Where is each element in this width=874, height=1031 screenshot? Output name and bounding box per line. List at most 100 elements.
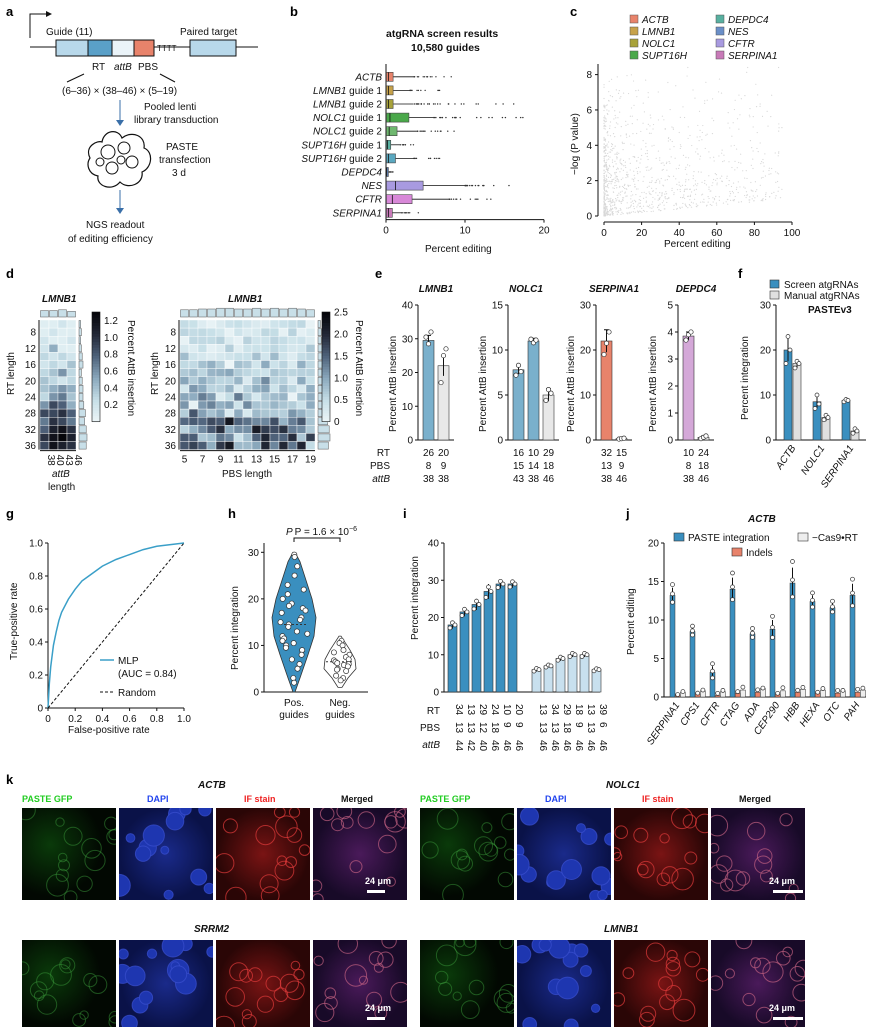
micrograph-texture <box>435 940 514 1019</box>
f-ytick-label: 30 <box>760 301 772 312</box>
b-category-label: NES <box>361 181 382 192</box>
c-point <box>648 132 651 134</box>
c-point <box>675 85 677 87</box>
e-ytick-label: 0 <box>407 436 413 447</box>
c-point <box>680 145 682 148</box>
cell-outline <box>460 1000 480 1019</box>
e-replicate-point <box>528 336 534 342</box>
c-point <box>603 207 605 210</box>
c-point <box>645 196 647 198</box>
colorbar-segment <box>92 314 100 319</box>
i-attb-value: 46 <box>513 740 524 752</box>
j-replicate-point <box>840 688 846 693</box>
c-point <box>611 179 613 181</box>
c-point <box>605 149 607 152</box>
c-point <box>778 151 780 153</box>
f-category-label: ACTB <box>774 443 799 472</box>
heatmap-cell <box>242 336 253 345</box>
panel-letter-j: j <box>625 506 630 521</box>
chart-j-ylabel: Percent editing <box>626 588 637 655</box>
j-replicate-point <box>810 590 815 596</box>
cell-outline <box>505 1002 514 1014</box>
b-box <box>386 126 398 136</box>
heatmap-cell <box>48 392 59 402</box>
c-point <box>604 140 607 142</box>
c-point <box>684 168 686 170</box>
j-bar <box>740 689 746 698</box>
cell-outline <box>179 808 192 816</box>
cell-outline <box>468 979 485 996</box>
heatmap-cell <box>278 336 289 345</box>
c-point <box>609 95 612 97</box>
b-category-label: ACTB <box>354 72 382 83</box>
c-point <box>676 208 678 210</box>
c-point <box>603 175 605 177</box>
j-bar <box>749 633 756 698</box>
j-bar <box>809 601 816 698</box>
c-point <box>657 91 659 93</box>
c-point <box>626 188 628 190</box>
heatmap-col-margin-bar <box>225 307 234 318</box>
b-gene-name: SERPINA1 <box>333 208 382 219</box>
heatmap-cell <box>233 344 244 353</box>
c-point <box>646 152 648 154</box>
c-point <box>708 186 710 188</box>
cell-outline <box>484 843 498 857</box>
heatmap-cell <box>287 417 298 426</box>
c-point <box>633 207 635 210</box>
c-point <box>642 205 645 207</box>
heatmap-cell <box>233 360 244 369</box>
c-point <box>637 180 639 182</box>
c-point <box>713 199 716 201</box>
heatmap-row-margin-bar <box>78 433 88 442</box>
b-outlier <box>412 144 415 146</box>
e-attb-value: 38 <box>528 474 540 485</box>
j-bar <box>689 631 696 698</box>
e-ytick-label: 20 <box>580 346 592 357</box>
b-outlier <box>438 89 440 92</box>
j-replicate-point <box>700 687 706 693</box>
cell-outline <box>520 808 539 826</box>
c-point <box>604 162 606 164</box>
cell-outline <box>239 968 254 983</box>
c-point <box>627 123 629 125</box>
cell-outline <box>450 850 471 870</box>
c-point <box>723 160 725 162</box>
heatmap-cell <box>287 441 298 450</box>
j-replicate-point <box>850 590 855 596</box>
c-point <box>616 187 618 189</box>
b-outlier <box>402 144 405 146</box>
c-point <box>624 161 626 163</box>
heatmap-cell <box>48 417 59 426</box>
colorbar-segment <box>322 383 330 387</box>
c-point <box>762 200 764 202</box>
cell-outline <box>161 940 185 958</box>
i-replicate-point <box>579 654 585 659</box>
heatmap-cell <box>215 384 226 394</box>
cell-outline <box>548 940 571 959</box>
c-point <box>762 198 764 200</box>
c-point <box>705 184 708 186</box>
c-point <box>605 171 607 173</box>
heatmap-cell <box>287 376 298 386</box>
c-point <box>637 156 639 159</box>
c-xtick-label: 60 <box>711 228 723 239</box>
b-guide-suffix: guide 2 <box>346 127 382 138</box>
colorbar-segment <box>92 339 100 343</box>
c-point <box>620 168 622 170</box>
c-legend-swatch <box>715 26 725 36</box>
heatmap-row-margin-bar <box>78 328 82 336</box>
colorbar-segment <box>322 413 330 417</box>
c-point <box>604 193 606 195</box>
cell-outline <box>36 972 55 991</box>
c-point <box>603 179 605 182</box>
heatmap-cell <box>39 327 50 337</box>
c-point <box>614 173 616 175</box>
heatmap-cell <box>233 327 244 337</box>
cell-outline <box>562 951 579 968</box>
g-xtick-label: 0.2 <box>68 714 82 725</box>
heatmap-cell <box>251 368 262 377</box>
heatmap-cell <box>251 352 262 361</box>
heatmap-cell <box>39 417 50 426</box>
c-point <box>664 127 666 130</box>
